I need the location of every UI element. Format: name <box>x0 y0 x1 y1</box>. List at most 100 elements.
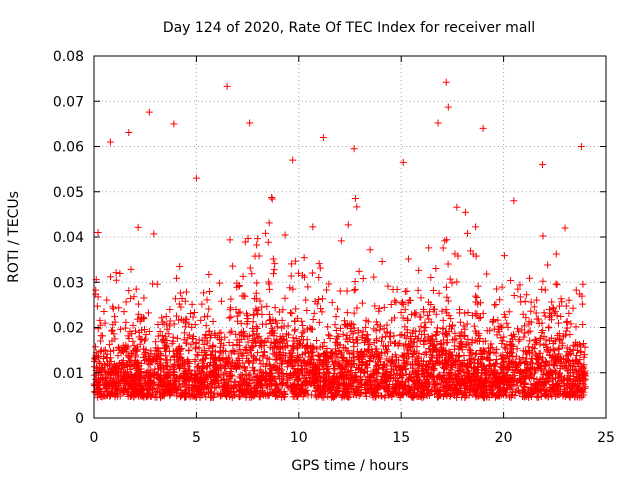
data-point <box>295 353 303 361</box>
data-point <box>378 258 386 266</box>
data-point <box>524 343 532 351</box>
data-point <box>252 339 260 347</box>
data-point <box>385 391 393 399</box>
data-point <box>241 365 249 373</box>
data-point <box>224 359 232 367</box>
data-point <box>396 331 404 339</box>
data-point <box>382 369 390 377</box>
data-point <box>423 385 431 393</box>
data-point <box>172 295 180 303</box>
data-point <box>359 328 367 336</box>
data-point <box>444 260 452 268</box>
data-point <box>546 313 554 321</box>
data-point <box>207 351 215 359</box>
data-point <box>380 325 388 333</box>
data-point <box>459 378 467 386</box>
data-point <box>538 367 546 375</box>
data-point <box>354 353 362 361</box>
data-point <box>453 203 461 211</box>
data-point <box>207 359 215 367</box>
data-point <box>146 381 154 389</box>
data-point <box>449 387 457 395</box>
data-point <box>375 365 383 373</box>
data-point <box>577 347 585 355</box>
data-point <box>420 340 428 348</box>
data-point <box>399 380 407 388</box>
data-point <box>496 296 504 304</box>
data-point <box>339 391 347 399</box>
data-point <box>479 124 487 132</box>
data-point <box>103 353 111 361</box>
data-point <box>493 285 501 293</box>
data-point <box>265 317 273 325</box>
data-point <box>242 367 250 375</box>
data-point <box>156 328 164 336</box>
chart-title: Day 124 of 2020, Rate Of TEC Index for r… <box>163 20 535 36</box>
data-point <box>158 337 166 345</box>
data-point <box>439 358 447 366</box>
data-point <box>354 376 362 384</box>
data-point <box>563 324 571 332</box>
data-point <box>334 305 342 313</box>
data-point <box>287 352 295 360</box>
data-point <box>259 320 267 328</box>
data-point <box>139 392 147 400</box>
data-point <box>439 316 447 324</box>
data-point <box>470 322 478 330</box>
data-point <box>486 348 494 356</box>
data-point <box>158 392 166 400</box>
data-point <box>191 309 199 317</box>
data-point <box>532 309 540 317</box>
data-point <box>417 294 425 302</box>
data-point <box>187 341 195 349</box>
data-point <box>140 345 148 353</box>
data-point <box>398 299 406 307</box>
data-point <box>516 359 524 367</box>
data-point <box>180 336 188 344</box>
data-point <box>427 301 435 309</box>
data-point <box>349 320 357 328</box>
data-point <box>555 319 563 327</box>
data-point <box>233 356 241 364</box>
data-point <box>464 341 472 349</box>
data-point <box>490 325 498 333</box>
data-point <box>459 365 467 373</box>
data-point <box>152 338 160 346</box>
data-point <box>342 335 350 343</box>
data-point <box>530 345 538 353</box>
data-point <box>119 389 127 397</box>
data-point <box>536 353 544 361</box>
data-point <box>349 349 357 357</box>
data-point <box>343 357 351 365</box>
data-point <box>441 237 449 245</box>
data-point <box>140 357 148 365</box>
data-point <box>310 378 318 386</box>
data-point <box>235 331 243 339</box>
data-point <box>281 294 289 302</box>
data-point <box>216 279 224 287</box>
data-point <box>448 325 456 333</box>
y-axis-label: ROTI / TECUs <box>6 191 22 283</box>
data-point <box>525 347 533 355</box>
data-point <box>539 232 547 240</box>
data-point <box>180 364 188 372</box>
data-point <box>403 287 411 295</box>
data-point <box>285 358 293 366</box>
data-point <box>353 203 361 211</box>
data-point <box>534 360 542 368</box>
data-point <box>384 387 392 395</box>
data-point <box>299 271 307 279</box>
data-point <box>500 333 508 341</box>
data-point <box>563 344 571 352</box>
data-point <box>568 382 576 390</box>
data-point <box>249 318 257 326</box>
y-tick-label: 0 <box>75 411 84 427</box>
data-point <box>188 300 196 308</box>
data-point <box>407 297 415 305</box>
data-point <box>203 339 211 347</box>
data-point <box>120 308 128 316</box>
data-point <box>142 377 150 385</box>
data-point <box>581 343 589 351</box>
data-point <box>99 332 107 340</box>
